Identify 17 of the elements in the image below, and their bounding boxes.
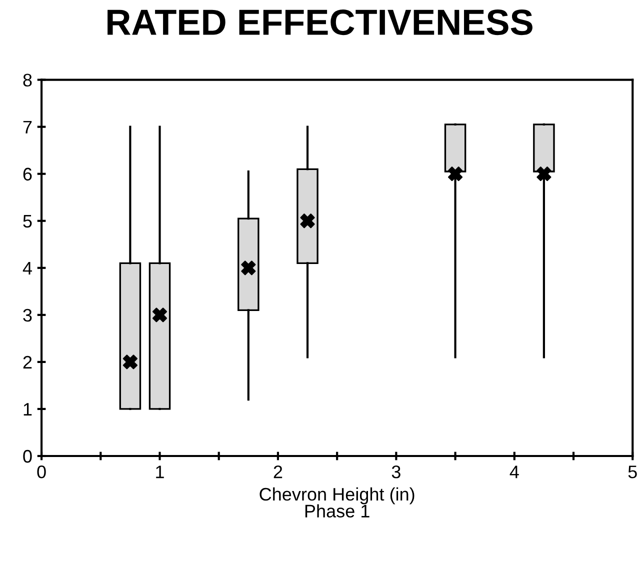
y-tick-label: 5: [23, 214, 32, 228]
y-tick-label: 2: [23, 356, 32, 368]
y-tick-label: 3: [23, 308, 32, 322]
y-tick-label: 1: [24, 403, 32, 416]
y-tick-label: 4: [22, 262, 32, 274]
x-tick-label: 3: [392, 466, 400, 478]
chart-title: RATED EFFECTIVENESS: [108, 10, 532, 36]
y-tick-label: 0: [23, 450, 32, 463]
y-tick-label: 8: [23, 74, 32, 87]
x-tick-label: 5: [628, 466, 637, 478]
x-tick-label: 1: [156, 466, 164, 478]
x-tick-label: 2: [274, 466, 282, 478]
y-tick-label: 6: [23, 168, 32, 181]
y-tick-label: 7: [23, 120, 32, 134]
x-axis-title: Chevron Height (in) Phase 1: [260, 487, 414, 518]
x-tick-label: 4: [510, 466, 519, 478]
x-tick-label: 0: [37, 466, 46, 478]
